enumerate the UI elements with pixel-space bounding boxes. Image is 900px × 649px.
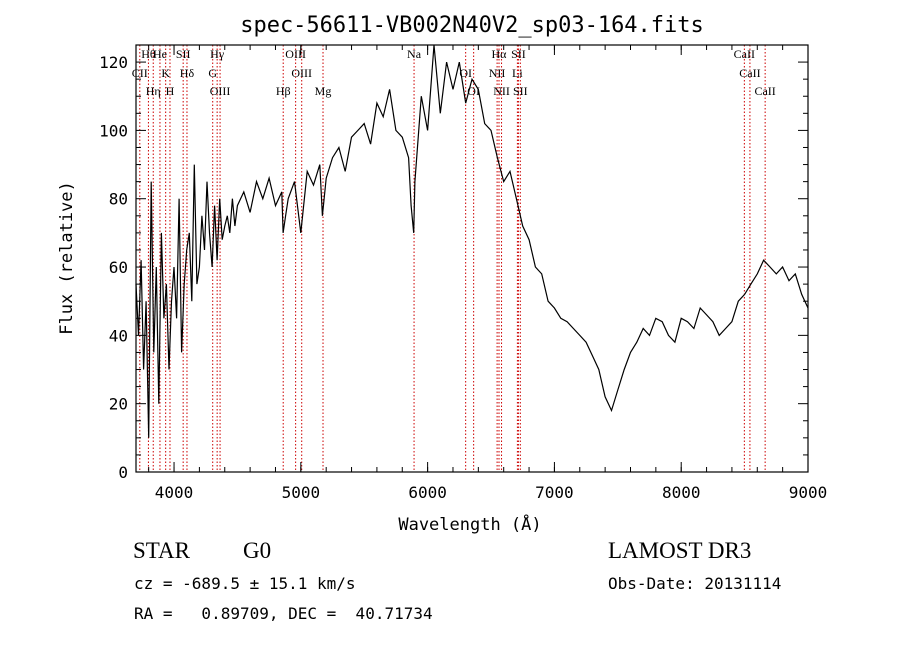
chart-title: spec-56611-VB002N40V2_sp03-164.fits — [240, 13, 704, 38]
line-marker-label: SII — [176, 47, 191, 61]
object-class: STAR — [133, 538, 190, 563]
line-marker-label: CaII — [734, 47, 755, 61]
line-marker-label: Hη — [146, 84, 161, 98]
line-marker-label: Na — [407, 47, 422, 61]
line-marker-label: CaII — [754, 84, 775, 98]
line-marker-label: H — [166, 84, 175, 98]
redshift-readout: cz = -689.5 ± 15.1 km/s — [134, 574, 356, 593]
line-marker-label: CII — [132, 66, 148, 80]
line-marker-label: He — [153, 47, 167, 61]
y-axis-label: Flux (relative) — [57, 181, 77, 335]
line-marker-label: SII — [511, 47, 526, 61]
y-tick-label: 80 — [109, 190, 128, 209]
x-tick-label: 4000 — [155, 483, 194, 502]
line-marker-label: Hγ — [210, 47, 225, 61]
y-tick-label: 20 — [109, 395, 128, 414]
line-marker-label: Hδ — [180, 66, 195, 80]
subclass: G0 — [243, 538, 272, 563]
plot-frame — [135, 44, 809, 473]
line-marker-label: SII — [513, 84, 528, 98]
line-marker-label: OIII — [285, 47, 306, 61]
x-axis-label: Wavelength (Å) — [398, 513, 541, 535]
coordinates: RA = 0.89709, DEC = 40.71734 — [134, 604, 433, 623]
x-tick-label: 9000 — [789, 483, 828, 502]
line-marker-label: CaII — [739, 66, 760, 80]
line-marker-label: Hα — [492, 47, 508, 61]
line-marker-label: Li — [512, 66, 523, 80]
line-marker-label: NII — [493, 84, 510, 98]
y-tick-label: 40 — [109, 326, 128, 345]
spectrum-line — [135, 44, 809, 438]
survey-name: LAMOST DR3 — [608, 538, 752, 563]
obs-date: Obs-Date: 20131114 — [608, 574, 782, 593]
line-marker-label: G — [208, 66, 217, 80]
x-tick-label: 6000 — [408, 483, 447, 502]
x-tick-label: 7000 — [535, 483, 574, 502]
line-marker-label: Mg — [315, 84, 332, 98]
y-tick-label: 120 — [99, 53, 128, 72]
line-marker-label: Hθ — [141, 47, 156, 61]
x-tick-label: 5000 — [282, 483, 321, 502]
line-marker-label: OI — [459, 66, 472, 80]
y-tick-label: 0 — [118, 463, 128, 482]
y-tick-label: 60 — [109, 258, 128, 277]
line-marker-label: OIII — [210, 84, 231, 98]
line-marker-label: NII — [489, 66, 506, 80]
axis-ticks: 4000 5000 6000 7000 8000 9000 0 20 40 60 80 100 120 — [99, 44, 828, 502]
line-marker-labels: HθCIIHηHeKHSIIHδOIIIHγGHβOIIIOIIIMgNaOIO… — [132, 47, 776, 98]
y-tick-label: 100 — [99, 121, 128, 140]
line-marker-label: K — [161, 66, 170, 80]
line-marker-label: OIII — [291, 66, 312, 80]
line-markers — [139, 45, 766, 472]
line-marker-label: Hβ — [276, 84, 291, 98]
x-tick-label: 8000 — [662, 483, 701, 502]
